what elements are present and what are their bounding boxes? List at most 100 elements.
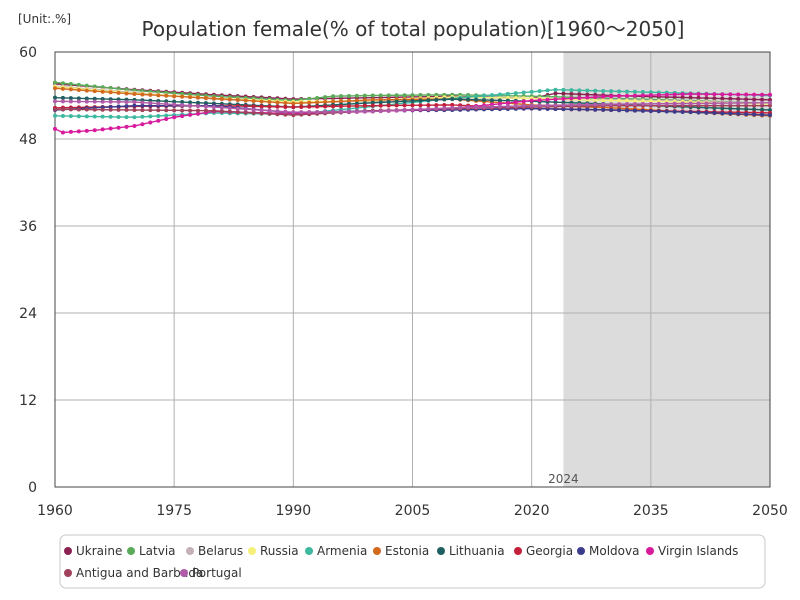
data-point-portugal <box>362 109 367 114</box>
data-point-portugal <box>116 99 121 104</box>
data-point-armenia <box>545 88 550 93</box>
data-point-antigua-and-barbuda <box>243 110 248 115</box>
legend-label: Russia <box>260 544 299 558</box>
data-point-portugal <box>140 100 145 105</box>
data-point-armenia <box>116 114 121 119</box>
data-point-portugal <box>593 102 598 107</box>
data-point-portugal <box>259 108 264 113</box>
data-point-portugal <box>60 99 65 104</box>
data-point-virgin-islands <box>84 128 89 133</box>
data-point-lithuania <box>736 106 741 111</box>
data-point-lithuania <box>188 100 193 105</box>
data-point-georgia <box>259 104 264 109</box>
data-point-russia <box>640 99 645 104</box>
data-point-armenia <box>76 114 81 119</box>
data-point-portugal <box>92 99 97 104</box>
data-point-moldova <box>601 107 606 112</box>
data-point-antigua-and-barbuda <box>164 108 169 113</box>
data-point-portugal <box>521 103 526 108</box>
legend-label: Portugal <box>192 566 242 580</box>
data-point-georgia <box>434 103 439 108</box>
data-point-russia <box>609 98 614 103</box>
data-point-antigua-and-barbuda <box>116 107 121 112</box>
data-point-virgin-islands <box>545 97 550 102</box>
data-point-portugal <box>180 103 185 108</box>
data-point-virgin-islands <box>696 92 701 97</box>
data-point-georgia <box>299 104 304 109</box>
data-point-moldova <box>577 107 582 112</box>
data-point-moldova <box>752 112 757 117</box>
data-point-armenia <box>92 114 97 119</box>
data-point-portugal <box>203 104 208 109</box>
data-point-virgin-islands <box>180 114 185 119</box>
data-point-moldova <box>617 108 622 113</box>
data-point-lithuania <box>450 97 455 102</box>
data-point-portugal <box>561 103 566 108</box>
data-point-moldova <box>625 108 629 113</box>
data-point-virgin-islands <box>148 120 153 125</box>
data-point-lithuania <box>180 100 185 105</box>
data-point-antigua-and-barbuda <box>291 113 296 118</box>
data-point-latvia <box>323 95 328 100</box>
data-point-portugal <box>251 107 256 112</box>
data-point-georgia <box>442 103 447 107</box>
data-point-ukraine <box>561 91 566 96</box>
data-point-virgin-islands <box>648 93 653 98</box>
y-tick-label: 48 <box>19 132 37 148</box>
data-point-portugal <box>648 101 653 106</box>
data-point-antigua-and-barbuda <box>76 107 81 112</box>
data-point-latvia <box>100 85 105 90</box>
data-point-estonia <box>180 94 185 99</box>
data-point-portugal <box>617 102 622 107</box>
data-point-estonia <box>346 98 351 103</box>
data-point-moldova <box>672 109 677 114</box>
data-point-portugal <box>545 103 550 108</box>
data-point-estonia <box>124 91 129 96</box>
data-point-virgin-islands <box>680 92 685 97</box>
data-point-virgin-islands <box>513 100 518 105</box>
data-point-estonia <box>267 99 272 104</box>
data-point-portugal <box>434 106 439 111</box>
legend-label: Lithuania <box>449 544 505 558</box>
data-point-portugal <box>219 105 224 110</box>
data-point-estonia <box>203 95 208 100</box>
data-point-moldova <box>656 109 661 114</box>
data-point-georgia <box>283 104 288 109</box>
data-point-armenia <box>648 90 653 95</box>
legend-label: Latvia <box>139 544 176 558</box>
data-point-estonia <box>291 101 296 106</box>
data-point-latvia <box>331 94 336 99</box>
data-point-georgia <box>307 104 312 109</box>
legend-marker <box>248 547 256 555</box>
data-point-estonia <box>315 100 320 105</box>
data-point-armenia <box>489 93 494 98</box>
data-point-estonia <box>68 87 73 92</box>
data-point-portugal <box>513 104 518 109</box>
data-point-ukraine <box>712 96 717 101</box>
data-point-armenia <box>625 89 629 94</box>
data-point-lithuania <box>744 107 749 112</box>
data-point-portugal <box>553 103 558 108</box>
data-point-ukraine <box>760 97 765 102</box>
data-point-portugal <box>331 109 336 114</box>
data-point-latvia <box>362 93 367 98</box>
data-point-estonia <box>354 98 359 103</box>
data-point-antigua-and-barbuda <box>188 108 193 113</box>
data-point-portugal <box>720 101 725 106</box>
data-point-portugal <box>378 109 383 114</box>
data-point-lithuania <box>378 100 383 105</box>
data-point-georgia <box>370 103 375 108</box>
data-point-armenia <box>505 91 510 96</box>
data-point-lithuania <box>76 96 81 101</box>
data-point-lithuania <box>752 107 757 112</box>
data-point-latvia <box>386 93 391 98</box>
data-point-lithuania <box>553 100 558 105</box>
series-portugal <box>53 99 772 115</box>
legend-item-moldova: Moldova <box>577 544 639 558</box>
data-point-portugal <box>164 102 169 107</box>
data-point-antigua-and-barbuda <box>251 110 256 115</box>
data-point-antigua-and-barbuda <box>84 107 89 112</box>
data-point-estonia <box>251 98 256 103</box>
data-point-russia <box>601 98 606 103</box>
data-point-portugal <box>68 99 73 104</box>
